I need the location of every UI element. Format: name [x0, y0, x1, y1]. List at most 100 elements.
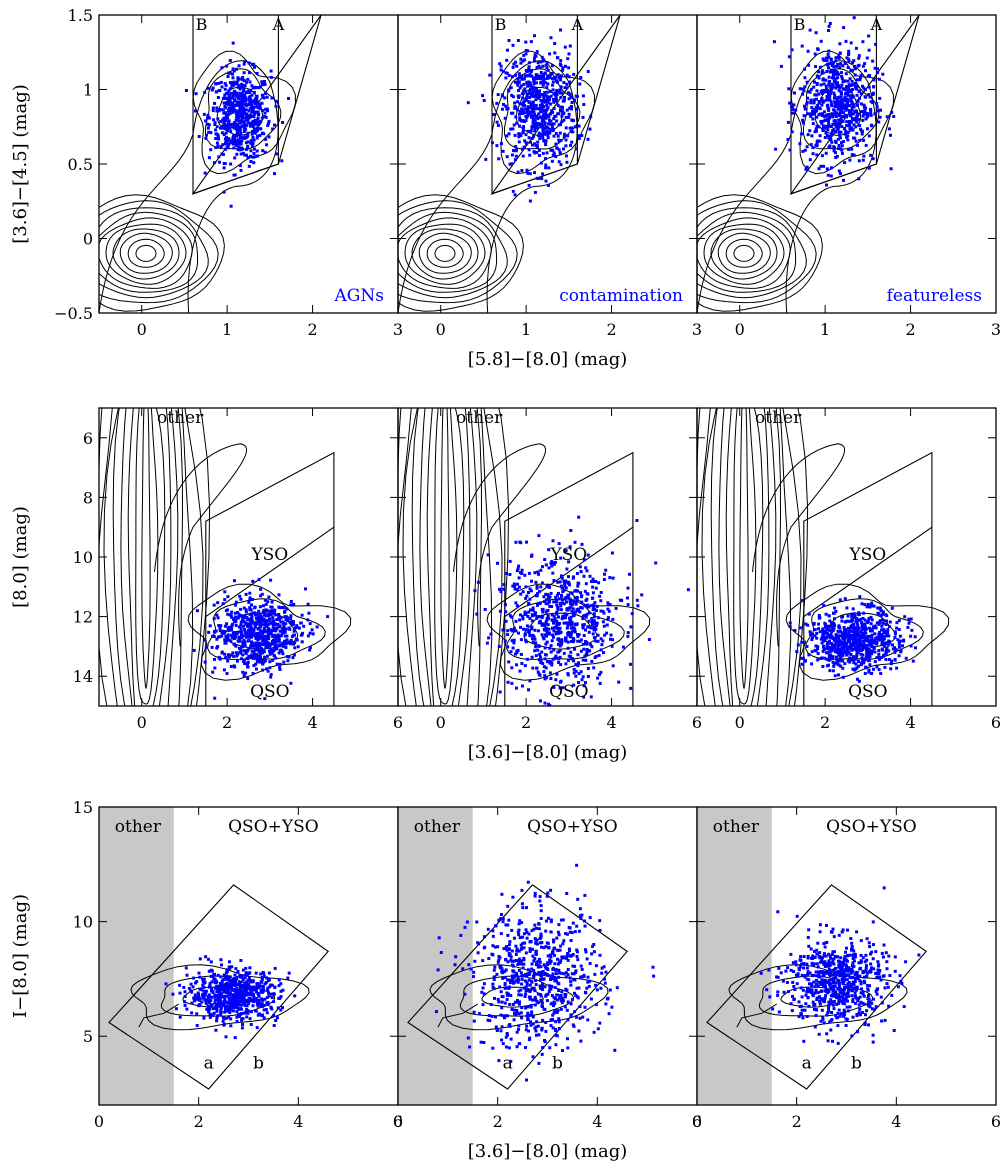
data-point [238, 635, 241, 639]
contour-line [398, 217, 492, 289]
data-point [253, 155, 257, 159]
data-point [521, 59, 525, 63]
data-point [265, 107, 269, 111]
data-point [198, 987, 202, 991]
data-point [240, 1007, 244, 1011]
data-point [838, 111, 842, 115]
data-point [826, 128, 830, 132]
data-point [590, 659, 594, 663]
contour-line [697, 194, 823, 312]
data-point [240, 1026, 244, 1030]
data-point [854, 116, 858, 120]
data-point [222, 116, 226, 120]
data-point [269, 673, 273, 677]
data-point [236, 76, 240, 80]
data-point [553, 625, 557, 629]
data-point [866, 619, 870, 623]
data-point [517, 72, 521, 76]
data-point [250, 598, 254, 601]
data-point [215, 998, 219, 1002]
data-point [519, 592, 523, 596]
data-point [245, 999, 249, 1003]
data-point [543, 646, 547, 650]
data-point [845, 606, 849, 610]
data-point [855, 78, 859, 82]
data-point [223, 87, 227, 91]
data-point [832, 611, 835, 615]
data-point [521, 590, 525, 594]
data-point [537, 96, 541, 100]
data-point [833, 105, 837, 109]
contour-line [697, 60, 877, 313]
data-point [255, 622, 259, 626]
data-point [914, 646, 917, 650]
data-point [829, 657, 833, 661]
data-point [260, 93, 264, 97]
data-point [476, 580, 480, 584]
data-point [837, 649, 841, 653]
data-point [803, 76, 807, 80]
data-point [293, 633, 297, 637]
data-point [559, 28, 562, 32]
data-point [526, 129, 530, 133]
region-label-other: other [456, 408, 503, 428]
data-point [233, 1003, 236, 1006]
data-point [215, 1019, 219, 1023]
data-point [580, 594, 584, 598]
data-point [828, 22, 832, 25]
data-point [529, 113, 533, 117]
data-point [517, 96, 521, 100]
data-point [869, 107, 873, 111]
data-point [270, 996, 274, 1000]
data-point [243, 983, 247, 987]
data-point [531, 633, 535, 637]
data-point [814, 31, 818, 35]
data-point [571, 640, 575, 644]
data-point [238, 100, 242, 104]
data-point [251, 130, 254, 134]
data-point [250, 653, 254, 657]
data-point [487, 636, 491, 640]
data-point [593, 601, 597, 605]
data-point [554, 142, 558, 146]
data-point [537, 534, 541, 538]
data-point [286, 619, 289, 622]
data-point [236, 1006, 240, 1010]
data-point [278, 629, 282, 633]
data-point [221, 143, 225, 147]
data-point [271, 127, 275, 131]
data-point [507, 39, 511, 42]
data-point [272, 1014, 276, 1017]
data-point [251, 579, 255, 583]
y-tick-label: 15 [73, 798, 93, 817]
data-point [869, 113, 873, 117]
data-point [244, 652, 248, 656]
data-point [567, 593, 571, 597]
data-point [235, 659, 239, 663]
data-point [803, 85, 807, 89]
data-point [543, 674, 547, 678]
data-point [500, 107, 504, 111]
data-point [192, 996, 196, 1000]
data-point [843, 640, 847, 644]
data-point [887, 658, 891, 661]
data-point [546, 136, 550, 140]
data-point [535, 95, 539, 99]
data-point [231, 651, 235, 655]
data-point [562, 147, 565, 151]
data-point [243, 79, 246, 83]
data-point [525, 98, 529, 102]
data-point [216, 616, 220, 620]
data-point [225, 1007, 228, 1010]
data-point [249, 624, 253, 627]
data-point [217, 81, 221, 85]
data-point [238, 980, 242, 984]
data-point [222, 101, 226, 105]
data-point [525, 168, 529, 172]
data-point [572, 659, 576, 663]
data-point [211, 974, 215, 978]
data-point [606, 607, 610, 611]
data-point [261, 131, 265, 135]
data-point [534, 594, 538, 598]
data-point [266, 986, 270, 990]
